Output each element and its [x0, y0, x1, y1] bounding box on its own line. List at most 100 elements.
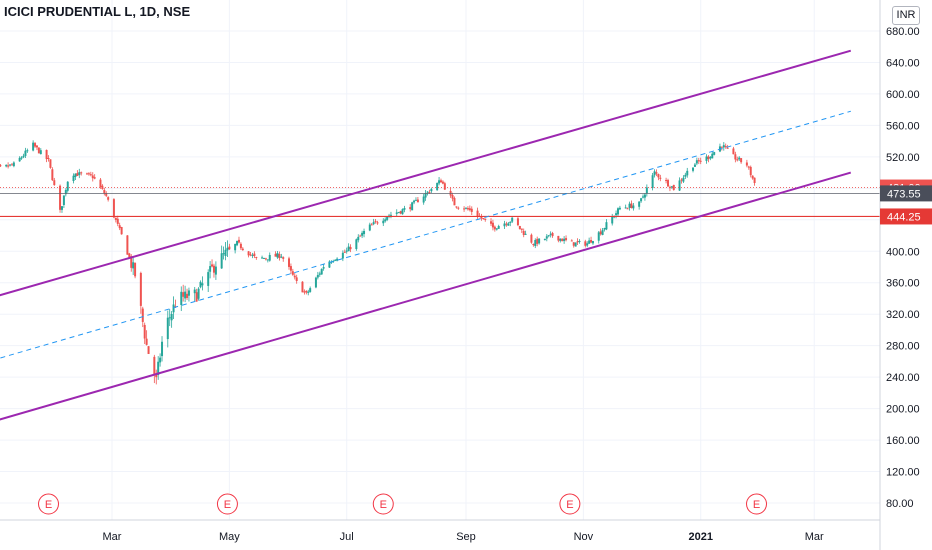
- candle: [713, 151, 716, 156]
- candle: [578, 239, 581, 244]
- candle: [401, 208, 404, 215]
- price-tag-mid: 473.55: [880, 185, 932, 202]
- candle: [93, 174, 96, 180]
- earnings-event-icon[interactable]: E: [38, 493, 60, 515]
- candle: [314, 276, 317, 289]
- candle: [201, 276, 204, 291]
- candle: [126, 235, 129, 255]
- candle: [624, 204, 627, 209]
- earnings-event-icon[interactable]: E: [216, 493, 238, 515]
- candle: [261, 255, 264, 259]
- candle: [199, 280, 202, 289]
- trendline-channel-mid[interactable]: [0, 110, 851, 363]
- time-axis[interactable]: Mar May Jul Sep Nov 2021 Mar: [103, 531, 825, 543]
- candle: [266, 259, 269, 263]
- candle: [563, 236, 566, 244]
- candle: [632, 202, 635, 211]
- candle: [336, 257, 339, 262]
- candle: [536, 236, 539, 247]
- candle: [416, 197, 419, 203]
- candle: [718, 143, 721, 153]
- candle: [35, 145, 38, 151]
- candle: [626, 207, 629, 210]
- candle: [278, 251, 281, 261]
- candle: [749, 165, 752, 178]
- candle: [10, 163, 13, 166]
- candle: [170, 311, 173, 328]
- candle: [699, 157, 702, 165]
- earnings-event-label: E: [224, 499, 231, 511]
- y-tick-label: 600.00: [886, 89, 920, 101]
- candle: [601, 228, 604, 236]
- price-axis[interactable]: 80.00 120.00 160.00 200.00 240.00 280.00 320.0…: [886, 26, 920, 510]
- candle: [53, 177, 56, 186]
- currency-button[interactable]: INR: [892, 6, 920, 25]
- candle: [436, 182, 439, 191]
- candle: [12, 161, 15, 168]
- price-tag-support: 444.25: [880, 208, 932, 225]
- candle: [430, 187, 433, 193]
- candle: [255, 256, 258, 260]
- candle: [745, 159, 748, 168]
- candle: [543, 238, 546, 241]
- candle: [357, 234, 360, 243]
- candle: [37, 147, 40, 154]
- candle: [561, 238, 564, 242]
- x-tick-label: May: [219, 531, 240, 543]
- candle: [211, 259, 214, 268]
- candle: [220, 245, 223, 269]
- earnings-event-icon[interactable]: E: [372, 493, 394, 515]
- candle: [76, 170, 79, 177]
- candle: [618, 205, 621, 211]
- candle: [20, 156, 23, 160]
- candle: [665, 177, 668, 184]
- candle: [395, 209, 398, 217]
- price-tag-label: 473.55: [887, 188, 921, 200]
- candle: [484, 218, 487, 222]
- candle: [234, 243, 237, 254]
- candle: [143, 322, 146, 345]
- candle: [212, 263, 215, 278]
- candle: [588, 237, 591, 244]
- candle: [599, 228, 602, 236]
- candle: [711, 151, 714, 159]
- earnings-event-icon[interactable]: E: [559, 493, 581, 515]
- candle: [187, 287, 190, 302]
- candle: [301, 281, 304, 293]
- trendline-channel-lower[interactable]: [0, 171, 852, 425]
- candle: [591, 240, 594, 245]
- candle: [166, 310, 169, 348]
- x-tick-label: Mar: [805, 531, 824, 543]
- candle: [0, 163, 2, 168]
- x-tick-label: Mar: [103, 531, 122, 543]
- candle: [303, 289, 306, 295]
- candle: [686, 167, 689, 178]
- candle: [249, 252, 252, 257]
- chart-title: ICICI PRUDENTIAL L, 1D, NSE: [4, 4, 191, 19]
- candle: [355, 238, 358, 251]
- candle: [414, 197, 417, 201]
- candle: [693, 162, 696, 167]
- candle: [603, 227, 606, 232]
- y-tick-label: 400.00: [886, 246, 920, 258]
- trendline-channel-upper[interactable]: [0, 49, 852, 300]
- candle: [422, 194, 425, 205]
- candle: [413, 199, 416, 205]
- candle: [184, 285, 187, 303]
- y-tick-label: 360.00: [886, 278, 920, 290]
- candle: [522, 228, 525, 238]
- candle: [288, 256, 290, 270]
- candle: [638, 201, 641, 210]
- earnings-event-icon[interactable]: E: [746, 493, 768, 515]
- candle: [289, 263, 292, 274]
- candle: [470, 206, 473, 216]
- candle: [545, 234, 548, 242]
- candle: [132, 256, 135, 275]
- candle: [282, 256, 285, 262]
- x-tick-label: 2021: [688, 531, 712, 543]
- trendlines: [0, 49, 880, 425]
- candle: [64, 188, 67, 197]
- x-tick-label: Nov: [574, 531, 594, 543]
- candle: [565, 235, 568, 242]
